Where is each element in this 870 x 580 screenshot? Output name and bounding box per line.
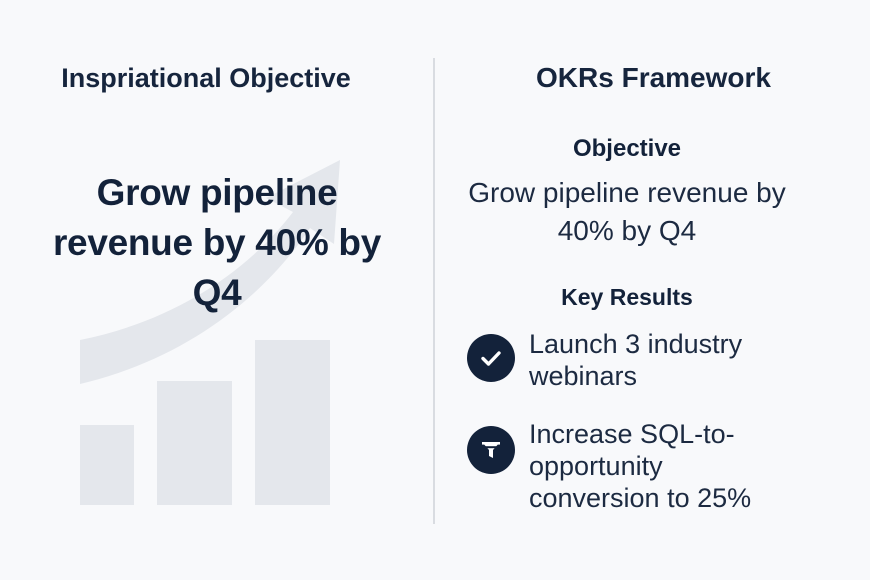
objective-label: Objective bbox=[572, 135, 682, 162]
key-results-label: Key Results bbox=[561, 284, 693, 310]
inspirational-objective-text: Grow pipeline revenue by 40% by Q4 bbox=[52, 172, 382, 313]
check-icon bbox=[467, 334, 515, 382]
panel-title: OKRs Framework bbox=[536, 62, 771, 93]
panel-title: Inspriational Objective bbox=[61, 63, 351, 93]
growth-graphic bbox=[80, 160, 340, 505]
key-result-text: Increase SQL-to-opportunity conversion t… bbox=[529, 419, 752, 513]
divider bbox=[433, 58, 435, 524]
growth-arrow-icon bbox=[80, 160, 340, 384]
inspirational-panel: Inspriational Objective Grow pipeline re… bbox=[0, 0, 434, 580]
okr-panel: OKRs Framework Objective Grow pipeline r… bbox=[437, 0, 870, 580]
growth-bar-3 bbox=[255, 340, 330, 505]
growth-bar-2 bbox=[157, 381, 232, 505]
growth-bar-1 bbox=[80, 425, 134, 505]
key-result-text: Launch 3 industry webinars bbox=[529, 329, 743, 391]
objective-text: Grow pipeline revenue by 40% by Q4 bbox=[468, 177, 786, 246]
funnel-icon bbox=[467, 426, 515, 474]
